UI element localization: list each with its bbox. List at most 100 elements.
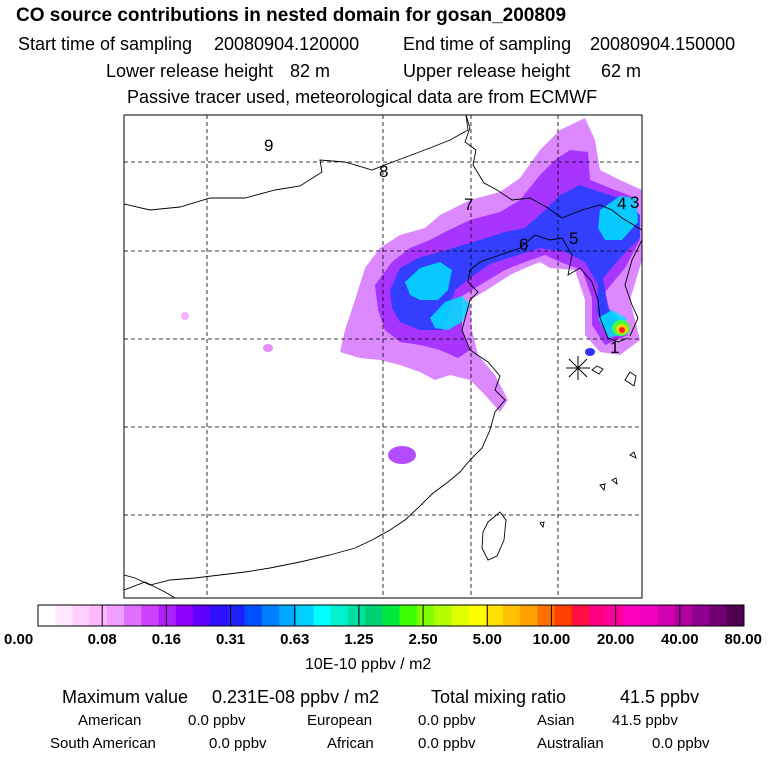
region-south-american-label: South American	[50, 735, 156, 752]
traj-label-7: 7	[464, 195, 473, 214]
colorbar-swatch	[571, 605, 590, 626]
colorbar-tick-label: 0.16	[152, 631, 181, 648]
receptor-star-icon	[566, 356, 590, 380]
border-mongolia-china	[124, 115, 469, 211]
coast-ryukyu-3	[539, 521, 545, 529]
upper-height-value: 62 m	[601, 61, 642, 81]
region-european-label: European	[307, 712, 373, 729]
colorbar-swatch	[416, 605, 435, 626]
map-title: CO source contributions in nested domain…	[16, 5, 567, 26]
colorbar-swatch	[623, 605, 642, 626]
max-value: 0.231E-08 ppbv / m2	[212, 687, 380, 707]
end-time-label: End time of sampling	[403, 34, 572, 54]
colorbar-swatch	[399, 605, 418, 626]
colorbar-swatch	[330, 605, 349, 626]
colorbar-swatch	[38, 605, 56, 626]
colorbar-tick-label: 20.00	[597, 631, 635, 648]
lat-lon-grid	[124, 115, 642, 598]
traj-label-8: 8	[379, 162, 388, 181]
coast-china-east	[124, 254, 506, 586]
trajectory-labels: 1 3 4 5 6 7 8 9	[264, 136, 639, 357]
colorbar-tick-label: 1.25	[344, 631, 373, 648]
colorbar-swatch	[468, 605, 487, 626]
concentration-field	[181, 118, 642, 464]
plume-speck-jeju	[585, 348, 595, 356]
lower-height-value: 82 m	[290, 61, 331, 81]
colorbar-swatch	[589, 605, 607, 626]
colorbar-swatch	[382, 605, 401, 626]
colorbar-swatch	[675, 605, 693, 626]
colorbar-swatch	[158, 605, 177, 626]
total-mixing-value: 41.5 ppbv	[620, 687, 700, 707]
traj-label-3: 3	[630, 193, 639, 212]
region-australian-label: Australian	[537, 735, 604, 752]
colorbar-swatch	[227, 605, 246, 626]
colorbar-swatch	[606, 605, 624, 626]
colorbar-swatch	[89, 605, 108, 626]
colorbar-tick-label: 10.00	[533, 631, 571, 648]
traj-label-6: 6	[519, 235, 528, 254]
colorbar-swatch	[175, 605, 194, 626]
coast-bohai	[499, 234, 581, 276]
region-south-american-value: 0.0 ppbv	[209, 735, 267, 752]
colorbar-tick-label: 0.08	[88, 631, 117, 648]
colorbar-swatch	[313, 605, 332, 626]
region-australian-value: 0.0 ppbv	[652, 735, 710, 752]
colorbar-swatch	[726, 605, 745, 626]
traj-label-1: 1	[610, 338, 619, 357]
colorbar-swatch	[347, 605, 366, 626]
map-frame	[123, 114, 643, 599]
colorbar-swatch	[692, 605, 711, 626]
traj-label-9: 9	[264, 136, 273, 155]
colorbar-swatch	[520, 605, 538, 626]
plume-red-spot	[619, 327, 625, 333]
colorbar-swatch	[554, 605, 573, 626]
coast-ryukyu-4	[599, 483, 606, 492]
colorbar-swatch	[192, 605, 211, 626]
region-african-label: African	[327, 735, 374, 752]
colorbar-swatch	[640, 605, 659, 626]
colorbar-tick-label: 0.31	[216, 631, 245, 648]
colorbar-swatch	[365, 605, 383, 626]
colorbar-tick-label: 2.50	[408, 631, 437, 648]
colorbar-swatch	[124, 605, 142, 626]
coast-hainan-region	[124, 581, 176, 598]
colorbar-swatch	[210, 605, 228, 626]
plume-cyan-central	[430, 296, 470, 330]
coast-kyushu	[624, 371, 637, 387]
colorbar-tick-label: 0.00	[4, 631, 33, 648]
traj-label-4: 4	[617, 194, 626, 213]
coast-ryukyu-1	[629, 451, 637, 459]
colorbar-ticks: 0.00 0.08 0.16 0.31 0.63 1.25 2.50 5.00 10.00 20.…	[4, 605, 762, 648]
total-mixing-label: Total mixing ratio	[431, 687, 567, 707]
lower-height-label: Lower release height	[106, 61, 274, 81]
colorbar-swatch	[485, 605, 504, 626]
plume-speck-south	[388, 446, 416, 464]
colorbar-swatch	[261, 605, 280, 626]
region-american-label: American	[78, 712, 142, 729]
coast-ryukyu-2	[611, 477, 618, 486]
region-asian-value: 41.5 ppbv	[612, 712, 678, 729]
plume-cyan-ne	[598, 196, 638, 240]
colorbar-swatch	[451, 605, 469, 626]
colorbar-swatch	[141, 605, 160, 626]
colorbar-unit: 10E-10 ppbv / m2	[305, 656, 432, 673]
plume-blue	[390, 185, 640, 330]
coast-jeju	[591, 365, 604, 375]
traj-label-5: 5	[569, 229, 578, 248]
colorbar-swatch	[72, 605, 91, 626]
colorbar-swatch	[244, 605, 263, 626]
colorbar-swatch	[434, 605, 452, 626]
colorbar	[37, 604, 745, 627]
colorbar-swatch	[296, 605, 315, 626]
region-african-value: 0.0 ppbv	[418, 735, 476, 752]
colorbar-swatch	[709, 605, 728, 626]
start-time-label: Start time of sampling	[18, 34, 193, 54]
plume-speck-west2	[181, 312, 189, 320]
colorbar-tick-label: 0.63	[280, 631, 309, 648]
coast-taiwan	[481, 511, 507, 561]
coast-korea-west	[579, 267, 629, 343]
max-value-label: Maximum value	[62, 687, 189, 707]
colorbar-tick-label: 40.00	[661, 631, 699, 648]
